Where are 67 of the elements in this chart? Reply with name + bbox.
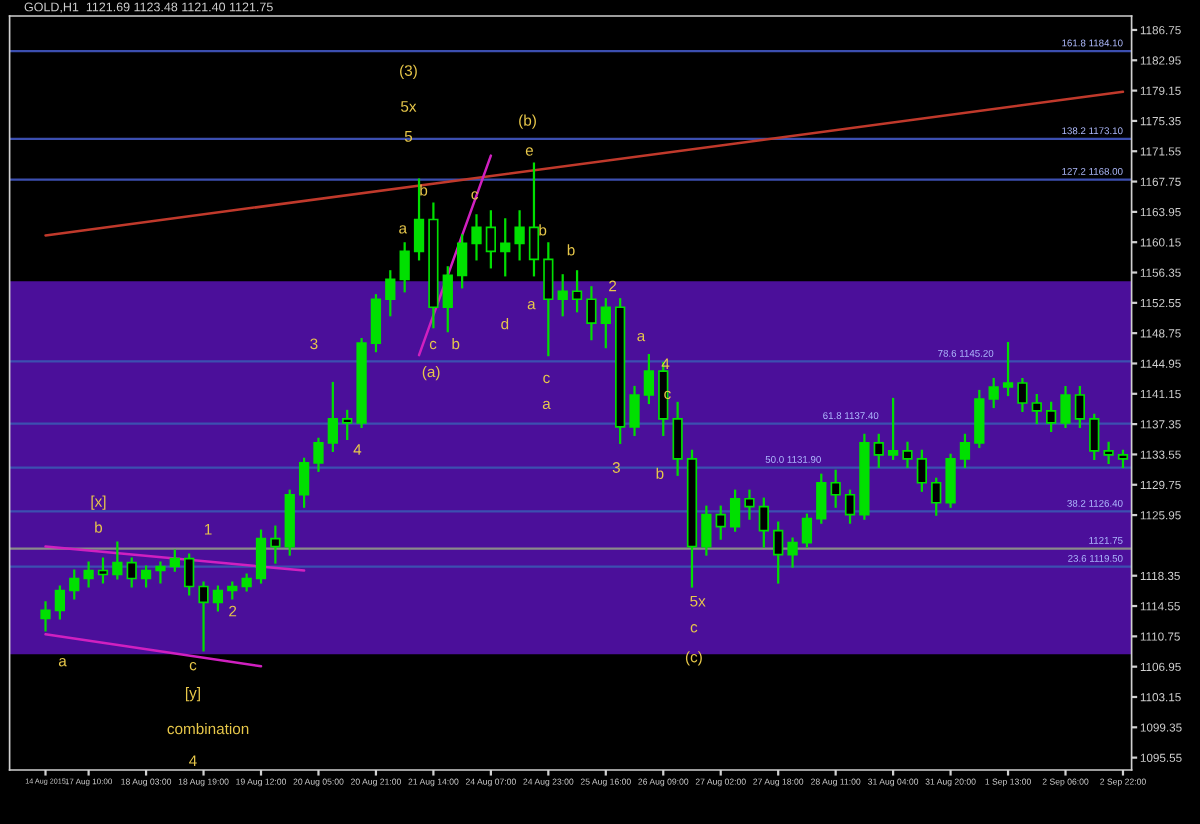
candlestick [887,397,899,460]
candlestick [715,505,726,540]
candlestick [701,505,712,556]
candlestick [485,210,497,269]
candlestick [988,377,999,409]
candlestick [1060,385,1071,429]
candlestick [370,294,382,353]
candlestick [873,433,884,468]
candlestick [471,214,482,261]
candlestick [744,489,755,520]
candlestick [586,286,597,341]
candlestick [629,385,640,436]
candlestick [83,561,94,588]
candlestick [787,537,798,568]
candlestick [902,441,913,468]
candlestick [442,266,453,333]
candlestick [974,389,985,448]
candlestick [255,529,267,584]
candlestick [140,565,152,588]
candlestick [844,489,856,524]
candlestick [643,353,655,405]
candlestick [198,581,209,652]
candlestick [672,401,683,476]
candlestick [801,513,813,548]
candlestick [571,270,583,313]
candlestick [112,541,123,580]
candlestick [385,270,396,317]
candlestick [456,234,468,289]
candlestick [1002,342,1014,397]
candlestick [169,549,180,572]
candlestick [184,553,195,596]
candlestick [773,521,784,584]
candlestick [830,469,841,508]
candlestick [543,242,554,357]
candlestick [1103,441,1114,464]
candlestick [1031,393,1042,425]
candlestick [1089,413,1100,460]
candlestick [313,437,324,472]
candlestick [126,557,137,588]
candlestick [600,298,611,349]
candlestick [327,381,338,452]
candlestick [413,178,425,261]
candlestick [945,453,956,508]
candlestick [528,162,540,277]
candlestick [298,457,310,508]
candlestick [1017,377,1028,413]
candlestick [500,218,511,277]
candlestick [931,477,942,516]
candlestick [1074,385,1086,429]
candlestick [399,242,410,293]
candlestick [916,449,927,492]
candlestick [959,433,971,468]
candlestick [155,561,166,584]
candlestick [69,569,80,600]
candlestick [54,585,66,620]
candlestick [1046,401,1057,433]
candlestick [270,525,281,564]
candlestick [514,210,525,261]
candlestick [97,557,109,584]
candlestick [557,274,568,317]
candlestick [758,497,769,548]
candlestick [658,361,669,436]
candlestick [342,409,353,440]
candlestick [729,489,741,532]
candlestick [212,585,224,612]
candlestick [816,473,827,524]
candlestick [40,601,51,632]
